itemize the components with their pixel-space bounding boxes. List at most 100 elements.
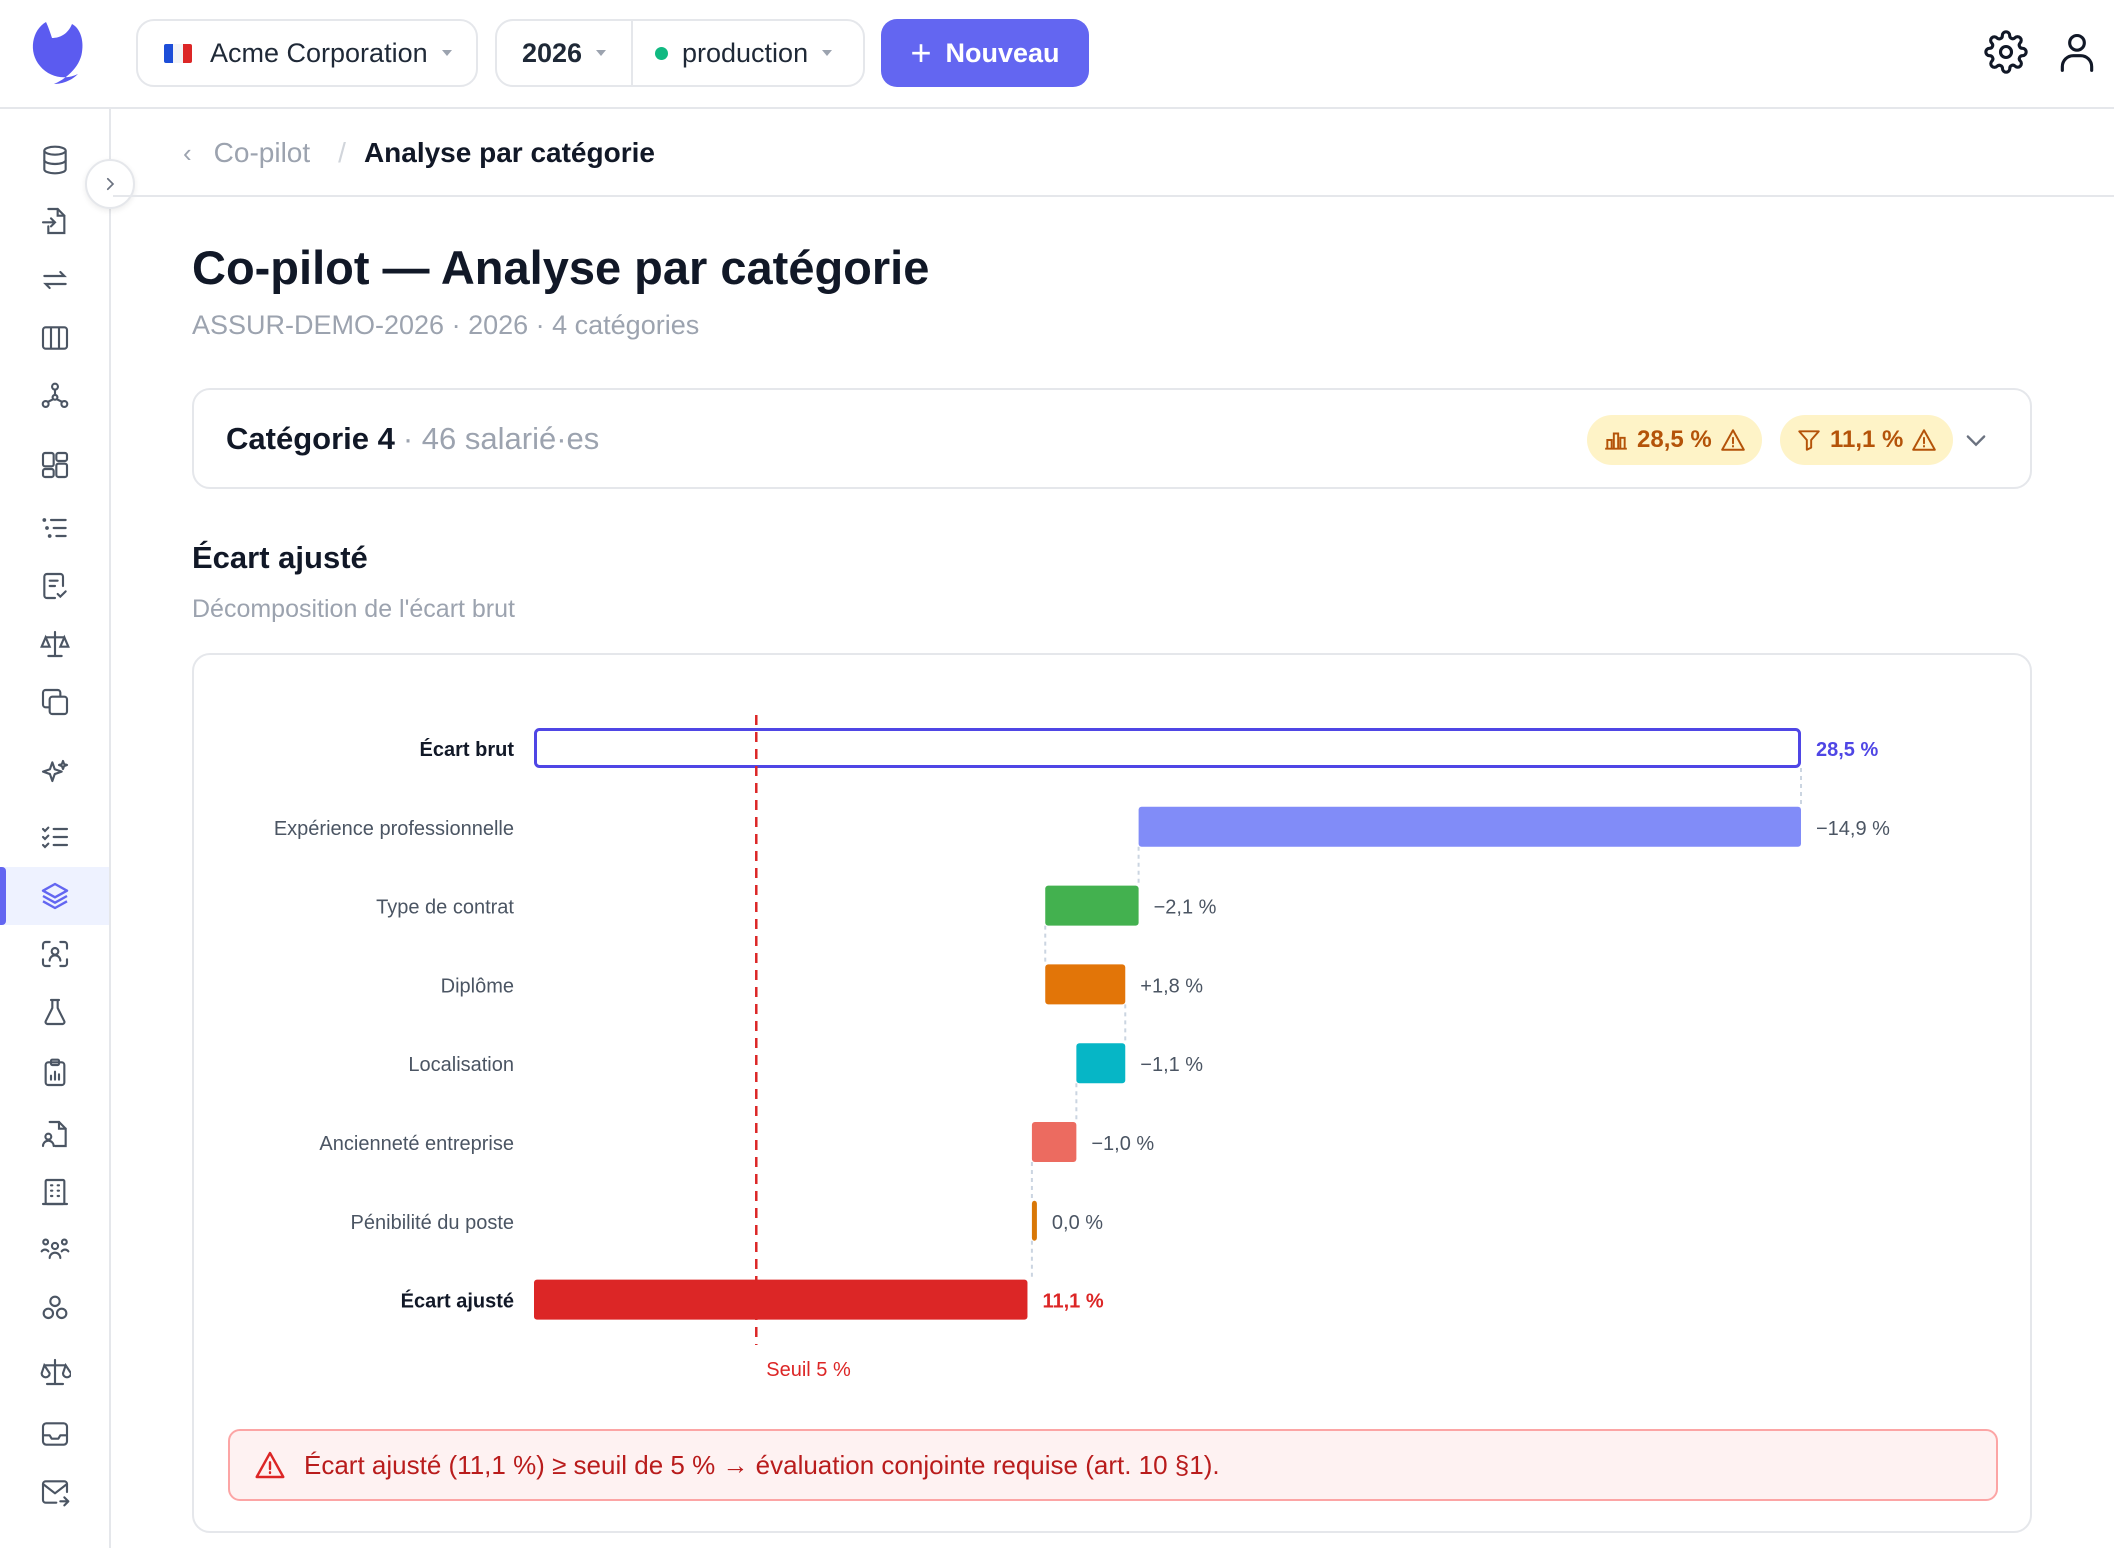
- value-label: 0,0 %: [1052, 1212, 1103, 1234]
- inbox-icon: [41, 1422, 68, 1446]
- category-label: Expérience professionnelle: [274, 818, 514, 840]
- sidebar-item-graph[interactable]: [0, 367, 109, 425]
- network-icon: [41, 382, 68, 409]
- bar: [1138, 806, 1801, 847]
- sidebar-item-buildings[interactable]: [0, 1163, 109, 1221]
- balance-icon: [40, 1358, 71, 1386]
- value-label: +1,8 %: [1140, 975, 1203, 997]
- value-label: 28,5 %: [1816, 739, 1878, 761]
- stage-selector[interactable]: production: [633, 38, 863, 69]
- category-label: Ancienneté entreprise: [319, 1133, 514, 1155]
- section-title: Écart ajusté: [192, 540, 368, 575]
- value-label: 11,1 %: [1042, 1291, 1103, 1313]
- layers-icon: [41, 882, 68, 910]
- file-import-icon: [41, 207, 65, 235]
- app-logo-icon[interactable]: [24, 18, 88, 86]
- sidebar-item-team[interactable]: [0, 1221, 109, 1279]
- filter-icon: [1798, 430, 1820, 451]
- sidebar-item-import[interactable]: [0, 192, 109, 250]
- circles-icon: [42, 1295, 67, 1320]
- sparkles-icon: [41, 759, 68, 783]
- category-name: Catégorie 4: [226, 420, 395, 456]
- category-label: Écart ajusté: [401, 1290, 514, 1313]
- year-value: 2026: [521, 37, 583, 68]
- bar: [1031, 1200, 1037, 1241]
- sidebar-item-inbox[interactable]: [0, 1405, 109, 1463]
- bar: [1045, 885, 1139, 926]
- bar: [1076, 1043, 1126, 1084]
- breadcrumb-current: Analyse par catégorie: [363, 137, 655, 168]
- warning-icon: [1720, 429, 1745, 451]
- warning-icon: [1912, 429, 1937, 451]
- adjusted-gap-badge: 11,1 %: [1780, 415, 1954, 465]
- breadcrumb-parent-link[interactable]: Co-pilot: [213, 137, 311, 168]
- chevron-right-icon: [106, 177, 115, 191]
- value-label: −1,0 %: [1091, 1133, 1154, 1155]
- chevron-left-icon[interactable]: ‹: [183, 137, 192, 168]
- sidebar-item-layers[interactable]: [0, 867, 109, 925]
- category-label: Type de contrat: [376, 897, 514, 919]
- threshold-label: Seuil 5 %: [766, 1359, 851, 1381]
- environment-selector: 2026 production: [495, 19, 865, 87]
- sidebar-item-lab[interactable]: [0, 983, 109, 1041]
- user-icon[interactable]: [2055, 30, 2099, 74]
- category-label: Diplôme: [441, 975, 514, 997]
- year-selector[interactable]: 2026: [497, 21, 633, 85]
- building-icon: [41, 1178, 68, 1206]
- columns-icon: [41, 326, 68, 350]
- value-label: −14,9 %: [1816, 818, 1890, 840]
- bar: [534, 1279, 1028, 1320]
- sidebar-item-user-files[interactable]: [0, 1105, 109, 1163]
- sidebar-item-copies[interactable]: [0, 673, 109, 731]
- chevron-down-icon: [441, 50, 452, 56]
- sidebar-item-reports[interactable]: [0, 1044, 109, 1102]
- sidebar-item-scan[interactable]: [0, 925, 109, 983]
- breadcrumb: ‹ Co-pilot / Analyse par catégorie: [113, 111, 2114, 197]
- page-subtitle: ASSUR-DEMO-2026 · 2026 · 4 catégories: [192, 310, 700, 340]
- sidebar-item-mail[interactable]: [0, 1463, 109, 1521]
- sidebar-item-dashboard[interactable]: [0, 436, 109, 494]
- document-check-icon: [42, 572, 67, 600]
- category-label: Pénibilité du poste: [351, 1212, 514, 1234]
- sidebar-item-database[interactable]: [0, 131, 109, 189]
- chevron-down-icon: [822, 50, 833, 56]
- copy-icon: [41, 688, 68, 716]
- sidebar-item-transfers[interactable]: [0, 251, 109, 309]
- raw-gap-badge: 28,5 %: [1587, 415, 1762, 465]
- sidebar-item-list[interactable]: [0, 499, 109, 557]
- list-icon: [41, 518, 67, 538]
- file-user-icon: [41, 1120, 67, 1148]
- sidebar: [0, 109, 111, 1548]
- bar-raw-gap: [534, 728, 1801, 768]
- adjusted-gap-value: 11,1 %: [1830, 426, 1904, 453]
- plus-icon: +: [910, 32, 932, 73]
- breadcrumb-separator: /: [338, 137, 346, 168]
- section-subtitle: Décomposition de l'écart brut: [192, 595, 515, 623]
- gear-icon[interactable]: [1984, 30, 2028, 74]
- sidebar-item-tasks[interactable]: [0, 808, 109, 866]
- sidebar-item-balance[interactable]: [0, 615, 109, 673]
- environment-value: production: [682, 37, 809, 68]
- sidebar-item-groups[interactable]: [0, 1279, 109, 1337]
- category-label: Écart brut: [420, 738, 515, 761]
- sidebar-item-checklist[interactable]: [0, 557, 109, 615]
- bar-chart-icon: [1605, 432, 1627, 450]
- new-button[interactable]: + Nouveau: [881, 19, 1089, 87]
- category-count: · 46 salarié·es: [402, 420, 600, 456]
- page-title: Co-pilot — Analyse par catégorie: [192, 241, 930, 294]
- organization-selector[interactable]: Acme Corporation: [136, 19, 478, 87]
- sidebar-item-copilot[interactable]: [0, 744, 109, 802]
- alert-text: Écart ajusté (11,1 %) ≥ seuil de 5 % → é…: [304, 1449, 1220, 1480]
- database-icon: [42, 145, 67, 175]
- sidebar-item-columns[interactable]: [0, 309, 109, 367]
- waterfall-chart: Écart brut 28,5 % Expérience professionnel…: [274, 715, 1890, 1381]
- category-label: Localisation: [408, 1054, 514, 1076]
- users-icon: [40, 1238, 69, 1260]
- sidebar-toggle-button[interactable]: [85, 159, 135, 209]
- category-card[interactable]: Catégorie 4 · 46 salarié·es 28,5 % 11,1 …: [192, 388, 2032, 489]
- sidebar-item-legal[interactable]: [0, 1343, 109, 1401]
- mail-send-icon: [41, 1480, 69, 1507]
- arrows-exchange-icon: [42, 270, 67, 290]
- chevron-down-icon[interactable]: [1962, 426, 1990, 454]
- scale-icon: [39, 630, 70, 658]
